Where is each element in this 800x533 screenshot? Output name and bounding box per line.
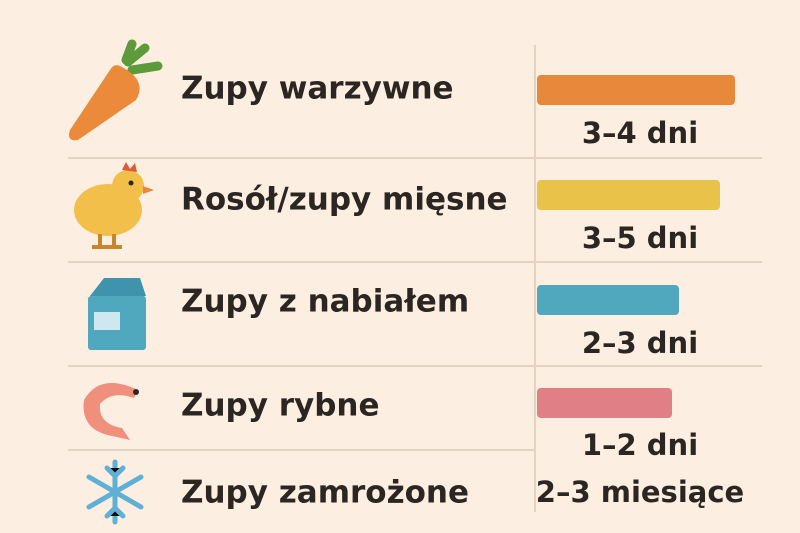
milk-icon: [88, 278, 146, 350]
shrimp-icon: [83, 382, 139, 440]
duration-bar: [537, 388, 672, 418]
duration-bar: [537, 75, 735, 105]
duration-text: 2–3 miesiące: [536, 475, 744, 509]
duration-bar: [537, 285, 679, 315]
duration-text: 2–3 dni: [582, 326, 698, 360]
row-label: Zupy z nabiałem: [181, 284, 469, 320]
chicken-icon: [74, 162, 154, 249]
carrot-icon: [69, 39, 163, 141]
row-label: Zupy warzywne: [181, 71, 454, 107]
duration-bar: [537, 180, 720, 210]
row-label: Rosół/zupy mięsne: [181, 182, 508, 218]
duration-text: 3–5 dni: [582, 221, 698, 255]
duration-text: 1–2 dni: [582, 428, 698, 462]
row-label: Zupy rybne: [181, 388, 380, 424]
rows: Zupy warzywne 3–4 dni Rosół/zupy mięsne 3–5…: [181, 71, 744, 511]
row-label: Zupy zamrożone: [181, 475, 469, 511]
snowflake-icon: [86, 459, 144, 525]
duration-text: 3–4 dni: [582, 116, 698, 150]
